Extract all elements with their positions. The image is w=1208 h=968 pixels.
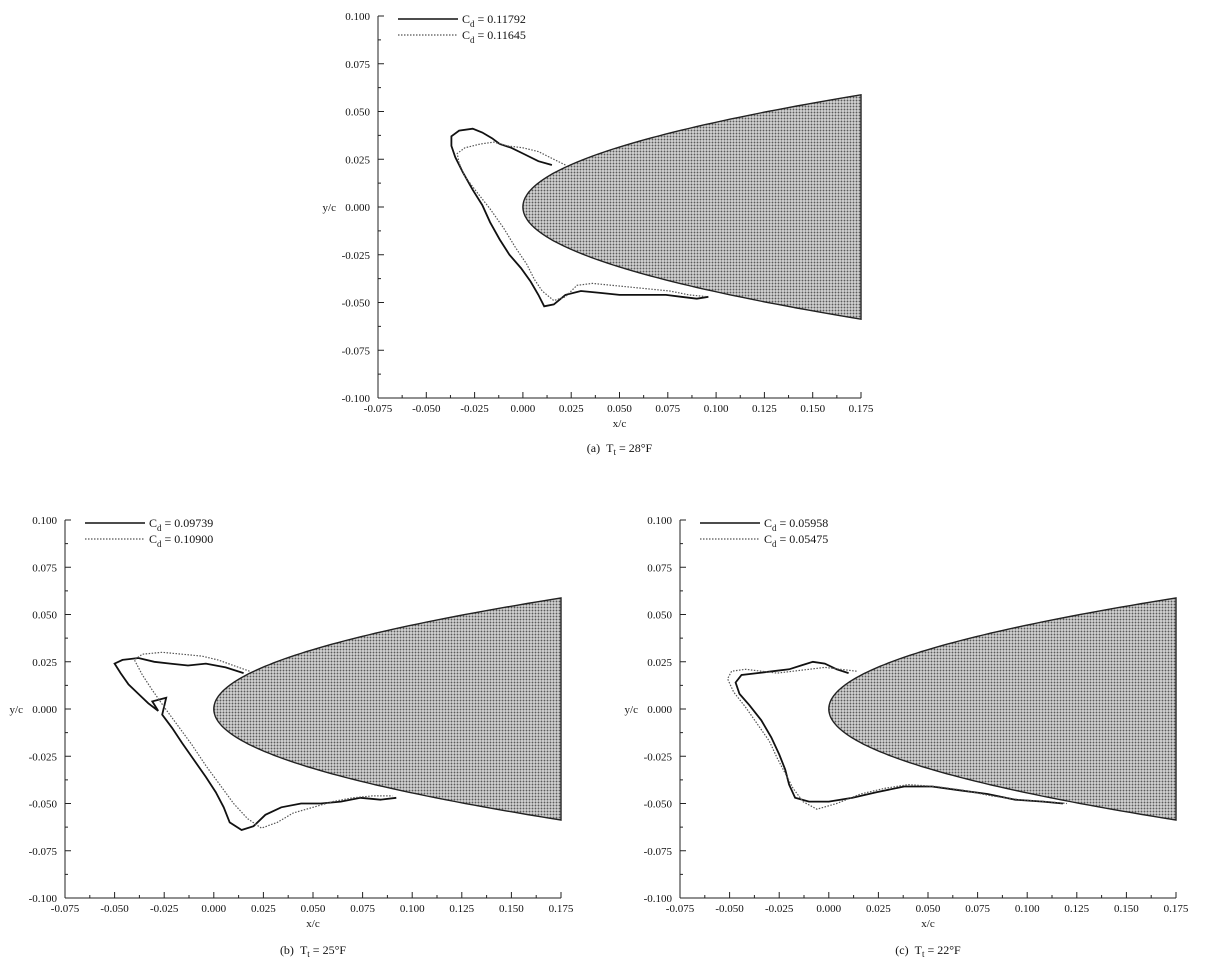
- x-tick-label: 0.100: [1015, 903, 1040, 915]
- x-tick-label: -0.050: [100, 903, 129, 915]
- x-tick-label: 0.125: [449, 903, 474, 915]
- ice-shape-series-1: [113, 657, 397, 831]
- x-tick-label: -0.075: [364, 403, 393, 415]
- x-tick-label: 0.050: [607, 403, 632, 415]
- y-tick-label: -0.075: [644, 846, 673, 858]
- y-tick-label: -0.025: [342, 250, 371, 262]
- y-tick-label: 0.000: [32, 704, 57, 716]
- x-tick-label: 0.025: [866, 903, 891, 915]
- y-tick-label: 0.025: [345, 154, 370, 166]
- x-tick-label: 0.100: [704, 403, 729, 415]
- y-tick-label: 0.000: [647, 704, 672, 716]
- legend-label-2: Cd = 0.10900: [149, 532, 213, 549]
- y-tick-label: -0.025: [644, 751, 673, 763]
- y-tick-label: -0.075: [342, 345, 371, 357]
- y-tick-label: -0.050: [29, 799, 58, 811]
- y-tick-label: 0.000: [345, 202, 370, 214]
- x-tick-label: 0.000: [201, 903, 226, 915]
- chart-panel-c: -0.075 -0.050 -0.025 0.000 0.025 0.050 0.075 0.…: [625, 515, 1189, 959]
- chart-panel-b: -0.075 -0.050 -0.025 0.000 0.025 0.050 0.075 0.…: [10, 515, 574, 959]
- y-tick-label: 0.050: [647, 610, 672, 622]
- x-axis-label: x/c: [921, 918, 935, 930]
- x-tick-label: 0.025: [559, 403, 584, 415]
- y-tick-label: -0.075: [29, 846, 58, 858]
- x-tick-label: 0.075: [965, 903, 990, 915]
- x-tick-label: -0.050: [715, 903, 744, 915]
- ice-shape-series-2: [456, 141, 709, 302]
- y-tick-label: 0.100: [345, 11, 370, 23]
- x-tick-label: 0.175: [1164, 903, 1189, 915]
- panel-caption: (a) Tt = 28°F: [587, 441, 653, 457]
- x-tick-label: 0.125: [752, 403, 777, 415]
- y-axis-label: y/c: [323, 202, 337, 214]
- y-axis-label: y/c: [10, 704, 24, 716]
- x-tick-label: 0.175: [849, 403, 874, 415]
- panel-caption: (c) Tt = 22°F: [895, 943, 961, 959]
- x-tick-label: 0.150: [800, 403, 825, 415]
- y-axis-label: y/c: [625, 704, 639, 716]
- y-tick-label: -0.100: [29, 893, 58, 905]
- x-tick-label: -0.025: [765, 903, 794, 915]
- x-tick-label: 0.025: [251, 903, 276, 915]
- x-tick-label: -0.025: [150, 903, 179, 915]
- legend-label-1: Cd = 0.11792: [462, 12, 526, 29]
- x-tick-label: 0.000: [816, 903, 841, 915]
- y-tick-label: 0.050: [32, 610, 57, 622]
- y-tick-label: 0.075: [647, 562, 672, 574]
- legend-label-2: Cd = 0.05475: [764, 532, 828, 549]
- y-tick-label: 0.075: [32, 562, 57, 574]
- x-axis-label: x/c: [306, 918, 320, 930]
- x-tick-label: 0.075: [350, 903, 375, 915]
- y-tick-label: 0.025: [647, 657, 672, 669]
- chart-panel-a: -0.075 -0.050 -0.025 0.000 0.025 0.050 0.075 0.…: [323, 11, 874, 457]
- ice-shape-series-2: [133, 651, 393, 829]
- y-tick-label: 0.100: [32, 515, 57, 527]
- panel-caption: (b) Tt = 25°F: [280, 943, 346, 959]
- airfoil-shape: [522, 93, 862, 321]
- x-tick-label: -0.075: [666, 903, 695, 915]
- legend-label-2: Cd = 0.11645: [462, 28, 526, 45]
- x-tick-label: 0.150: [1114, 903, 1139, 915]
- x-tick-label: 0.075: [655, 403, 680, 415]
- x-tick-label: 0.175: [549, 903, 574, 915]
- y-tick-label: -0.100: [342, 393, 371, 405]
- y-tick-label: -0.025: [29, 751, 58, 763]
- airfoil-shape: [828, 597, 1177, 821]
- airfoil-shape: [213, 597, 562, 821]
- y-tick-label: -0.050: [644, 799, 673, 811]
- x-tick-label: 0.150: [499, 903, 524, 915]
- legend-label-1: Cd = 0.05958: [764, 516, 828, 533]
- x-tick-label: -0.025: [460, 403, 489, 415]
- x-tick-label: -0.050: [412, 403, 441, 415]
- ice-shape-series-2: [726, 666, 1067, 810]
- y-tick-label: 0.075: [345, 59, 370, 71]
- x-tick-label: 0.000: [511, 403, 536, 415]
- x-tick-label: 0.125: [1064, 903, 1089, 915]
- y-tick-label: 0.100: [647, 515, 672, 527]
- x-tick-label: -0.075: [51, 903, 80, 915]
- legend-label-1: Cd = 0.09739: [149, 516, 213, 533]
- y-tick-label: 0.050: [345, 107, 370, 119]
- y-tick-label: -0.050: [342, 298, 371, 310]
- x-tick-label: 0.050: [301, 903, 326, 915]
- x-tick-label: 0.050: [916, 903, 941, 915]
- y-tick-label: -0.100: [644, 893, 673, 905]
- ice-shape-series-1: [450, 127, 709, 308]
- x-axis-label: x/c: [613, 418, 627, 430]
- x-tick-label: 0.100: [400, 903, 425, 915]
- y-tick-label: 0.025: [32, 657, 57, 669]
